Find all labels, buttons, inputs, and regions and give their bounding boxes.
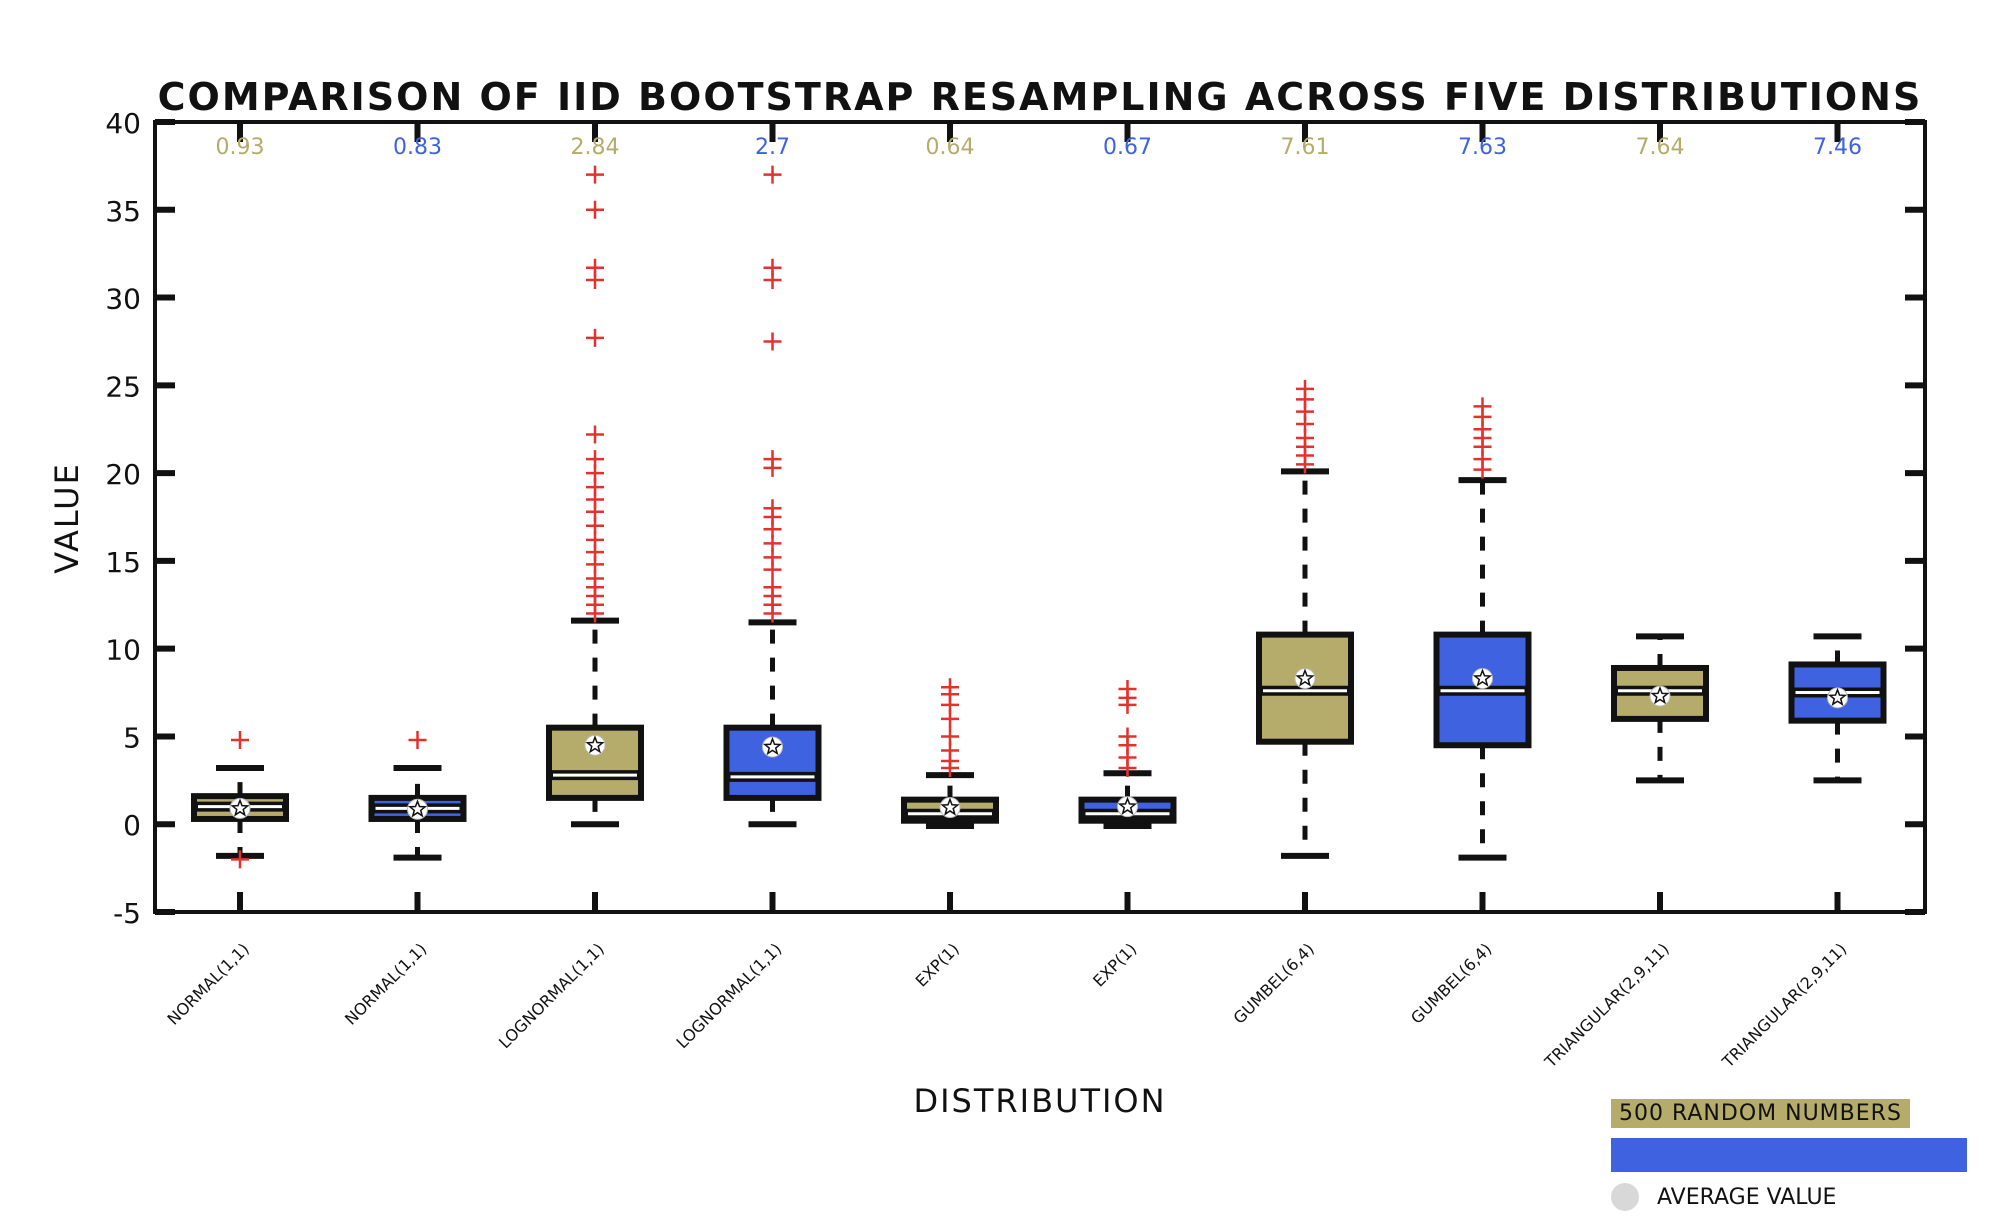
y-tick-label: 35 <box>105 195 141 228</box>
plot-frame <box>153 120 1927 914</box>
outlier-point <box>1118 680 1137 699</box>
y-tick-label: 5 <box>123 721 141 754</box>
x-tick-label: GUMBEL(6,4) <box>1407 939 1495 1027</box>
box-group-random: 2.84 <box>546 135 644 828</box>
x-tick-label: GUMBEL(6,4) <box>1230 939 1318 1027</box>
mean-star-icon <box>407 799 428 818</box>
outlier-point <box>941 678 959 697</box>
y-tick-label: 15 <box>105 546 141 579</box>
y-tick-label: 20 <box>105 458 141 491</box>
box-group-bootstrap: 0.83 <box>368 135 467 861</box>
top-value-label: 0.83 <box>393 135 442 160</box>
top-value-label: 7.61 <box>1281 135 1330 160</box>
mean-star-icon <box>1827 687 1848 706</box>
box-group-bootstrap: 7.46 <box>1788 135 1887 784</box>
outlier-point <box>941 727 959 746</box>
x-tick-label: TRIANGULAR(2,9,11) <box>1540 939 1672 1071</box>
legend-item-random: 500 RANDOM NUMBERS <box>1611 1094 1981 1132</box>
outlier-point <box>763 450 782 469</box>
outlier-point <box>231 730 249 749</box>
mean-star-icon <box>1117 796 1138 815</box>
x-tick-label: LOGNORMAL(1,1) <box>672 939 785 1052</box>
box-group-bootstrap: 2.7 <box>723 135 822 828</box>
legend-label-random: 500 RANDOM NUMBERS <box>1611 1098 1910 1128</box>
y-tick-label: 0 <box>123 809 141 842</box>
y-tick-label: -5 <box>113 897 141 930</box>
x-tick-label: EXP(1) <box>912 939 963 990</box>
top-value-label: 2.84 <box>571 135 620 160</box>
mean-star-icon <box>940 797 960 816</box>
outlier-point <box>1118 727 1137 746</box>
outlier-point <box>231 850 249 869</box>
mean-star-icon <box>1650 685 1670 705</box>
legend-swatch-bootstrap <box>1611 1138 1967 1172</box>
top-value-label: 7.63 <box>1458 135 1507 160</box>
outlier-point <box>763 499 782 518</box>
boxes-layer: 0.93 0.83 2.84 2.7 0.64 0.67 7.61 7.63 7.64 7.46 <box>191 135 1887 869</box>
x-tick-label: TRIANGULAR(2,9,11) <box>1718 939 1850 1071</box>
y-tick-label: 30 <box>105 283 141 316</box>
mean-star-icon <box>1472 668 1493 687</box>
average-marker-icon <box>1611 1183 1639 1211</box>
outlier-point <box>408 730 427 749</box>
x-tick-label: EXP(1) <box>1089 939 1140 990</box>
x-tick-label: NORMAL(1,1) <box>164 939 253 1028</box>
outlier-point <box>1296 379 1314 398</box>
mean-star-icon <box>762 736 783 756</box>
legend-label-average: AVERAGE VALUE <box>1657 1184 1837 1210</box>
legend: 500 RANDOM NUMBERS AVERAGE VALUE <box>1611 1094 1981 1220</box>
outlier-point <box>763 332 782 351</box>
box-group-random: 0.93 <box>191 135 289 869</box>
outlier-point <box>763 578 782 597</box>
y-tick-label: 25 <box>105 370 141 403</box>
mean-star-icon <box>1295 668 1315 687</box>
box-group-random: 0.64 <box>901 135 999 829</box>
axes-layer: -5 0 5 10 15 20 25 30 35 40 NORMAL(1,1) NORMAL(1,1)… <box>105 107 1927 1072</box>
top-value-label: 0.64 <box>926 135 975 160</box>
x-axis-label: DISTRIBUTION <box>913 1082 1166 1120</box>
outlier-point <box>586 165 604 184</box>
outlier-point <box>586 258 604 277</box>
y-axis-label: VALUE <box>48 462 86 574</box>
outlier-point <box>763 165 782 184</box>
outlier-point <box>586 450 604 469</box>
y-tick-label: 10 <box>105 634 141 667</box>
x-tick-label: NORMAL(1,1) <box>341 939 430 1028</box>
mean-star-icon <box>585 735 605 754</box>
top-value-label: 0.67 <box>1103 135 1152 160</box>
outlier-point <box>586 425 604 444</box>
mean-star-icon <box>230 798 250 817</box>
chart-title: COMPARISON OF IID BOOTSTRAP RESAMPLING A… <box>158 75 1923 119</box>
box-group-bootstrap: 0.67 <box>1078 135 1177 829</box>
box-group-random: 7.64 <box>1611 135 1709 784</box>
box-group-random: 7.61 <box>1256 135 1354 859</box>
top-value-label: 2.7 <box>755 135 790 160</box>
outlier-point <box>763 258 782 277</box>
outlier-point <box>1473 397 1492 416</box>
outlier-point <box>586 200 604 219</box>
legend-item-bootstrap <box>1611 1136 1981 1174</box>
y-tick-label: 40 <box>105 107 141 140</box>
box-group-bootstrap: 7.63 <box>1433 135 1532 861</box>
outlier-point <box>586 328 604 347</box>
top-value-label: 7.64 <box>1636 135 1685 160</box>
top-value-label: 0.93 <box>216 135 265 160</box>
legend-item-average: AVERAGE VALUE <box>1611 1178 1981 1216</box>
x-tick-label: LOGNORMAL(1,1) <box>495 939 608 1052</box>
top-value-label: 7.46 <box>1813 135 1862 160</box>
